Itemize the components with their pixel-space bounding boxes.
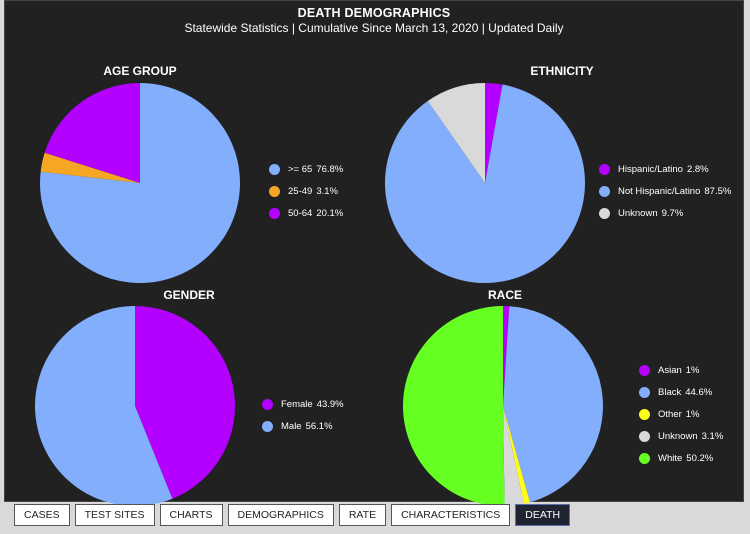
legend-swatch: [269, 207, 280, 219]
legend-item-age-65: >= 65 76.8%: [269, 158, 343, 180]
legend-value: 56.1%: [305, 420, 333, 432]
legend-swatch: [599, 207, 610, 219]
legend-swatch: [639, 430, 650, 442]
legend-item-gender-female: Female 43.9%: [262, 393, 344, 415]
legend-swatch: [262, 420, 273, 432]
tab-demographics[interactable]: DEMOGRAPHICS: [227, 504, 334, 526]
legend-swatch: [599, 163, 610, 175]
legend-value: 44.6%: [685, 386, 713, 398]
legend-value: 76.8%: [316, 163, 344, 175]
legend-swatch: [599, 185, 610, 197]
pie-slice-gender-male: [35, 306, 173, 506]
legend-label: Unknown: [618, 207, 658, 219]
ethnicity-legend: Hispanic/Latino 2.8% Not Hispanic/Latino 87…: [599, 158, 731, 224]
legend-label: Female: [281, 398, 313, 410]
tab-bar: CASES TEST SITES CHARTS DEMOGRAPHICS RAT…: [14, 504, 575, 526]
legend-label: 25-49: [288, 185, 313, 197]
tab-characteristics[interactable]: CHARACTERISTICS: [391, 504, 511, 526]
legend-label: >= 65: [288, 163, 313, 175]
page-subtitle: Statewide Statistics | Cumulative Since …: [184, 21, 564, 35]
legend-item-age-50-64: 50-64 20.1%: [269, 202, 343, 224]
pie-slice-ethnicity-hispanic-latino: [485, 83, 503, 183]
legend-label: Black: [658, 386, 682, 398]
legend-value: 50.2%: [686, 452, 714, 464]
pie-slice-age-50-64: [44, 83, 140, 183]
dashboard-panel: DEATH DEMOGRAPHICS Statewide Statistics …: [4, 0, 744, 506]
pie-slice-age-25-49: [40, 152, 140, 183]
legend-item-gender-male: Male 56.1%: [262, 415, 344, 437]
legend-swatch: [639, 386, 650, 398]
legend-value: 1%: [685, 408, 700, 420]
legend-value: 87.5%: [704, 185, 732, 197]
legend-item-race-white: White 50.2%: [639, 447, 723, 469]
tab-rate[interactable]: RATE: [338, 504, 387, 526]
legend-value: 9.7%: [661, 207, 684, 219]
legend-label: Hispanic/Latino: [618, 163, 683, 175]
pie-slice-race-other: [503, 406, 531, 504]
legend-label: Other: [658, 408, 682, 420]
legend-item-ethnicity-hispanic-latino: Hispanic/Latino 2.8%: [599, 158, 731, 180]
pie-slice-ethnicity-unknown: [427, 83, 485, 183]
race-chart-title: RACE: [487, 288, 522, 302]
race-legend: Asian 1% Black 44.6% Other 1% Unknown 3.1% White…: [639, 359, 723, 469]
age-legend: >= 65 76.8% 25-49 3.1% 50-64 20.1%: [269, 158, 343, 224]
race-pie-chart: [402, 306, 603, 506]
legend-item-race-asian: Asian 1%: [639, 359, 723, 381]
gender-legend: Female 43.9% Male 56.1%: [262, 393, 344, 437]
pie-slice-age-65: [40, 83, 241, 283]
legend-swatch: [639, 364, 650, 376]
legend-value: 3.1%: [701, 430, 724, 442]
legend-item-race-other: Other 1%: [639, 403, 723, 425]
legend-value: 20.1%: [316, 207, 344, 219]
legend-item-race-black: Black 44.6%: [639, 381, 723, 403]
legend-swatch: [639, 408, 650, 420]
legend-value: 2.8%: [686, 163, 709, 175]
legend-swatch: [262, 398, 273, 410]
legend-label: Not Hispanic/Latino: [618, 185, 701, 197]
age-pie-chart: [40, 83, 241, 283]
pie-slice-race-black: [503, 306, 603, 503]
page-title: DEATH DEMOGRAPHICS: [297, 6, 451, 20]
legend-label: Unknown: [658, 430, 698, 442]
tab-death[interactable]: DEATH: [515, 504, 571, 526]
pie-slice-race-asian: [503, 306, 510, 406]
ethnicity-chart-title: ETHNICITY: [530, 64, 594, 78]
legend-value: 43.9%: [316, 398, 344, 410]
legend-item-age-25-49: 25-49 3.1%: [269, 180, 343, 202]
tab-test-sites[interactable]: TEST SITES: [74, 504, 155, 526]
legend-swatch: [269, 185, 280, 197]
legend-value: 1%: [685, 364, 700, 376]
age-chart-title: AGE GROUP: [103, 64, 177, 78]
pie-slice-race-white: [402, 306, 505, 506]
tab-charts[interactable]: CHARTS: [159, 504, 223, 526]
gender-pie-chart: [35, 306, 236, 506]
legend-item-race-unknown: Unknown 3.1%: [639, 425, 723, 447]
legend-item-ethnicity-unknown: Unknown 9.7%: [599, 202, 731, 224]
legend-label: Asian: [658, 364, 682, 376]
gender-chart-title: GENDER: [163, 288, 215, 302]
ethnicity-pie-chart: [385, 83, 585, 283]
legend-item-ethnicity-not-hispanic-latino: Not Hispanic/Latino 87.5%: [599, 180, 731, 202]
legend-swatch: [269, 163, 280, 175]
legend-swatch: [639, 452, 650, 464]
legend-label: Male: [281, 420, 302, 432]
pie-slice-gender-female: [135, 306, 236, 499]
legend-label: 50-64: [288, 207, 313, 219]
pie-slice-race-unknown: [503, 406, 524, 506]
legend-label: White: [658, 452, 683, 464]
tab-cases[interactable]: CASES: [14, 504, 70, 526]
pie-slice-ethnicity-not-hispanic-latino: [385, 84, 585, 283]
legend-value: 3.1%: [316, 185, 338, 197]
